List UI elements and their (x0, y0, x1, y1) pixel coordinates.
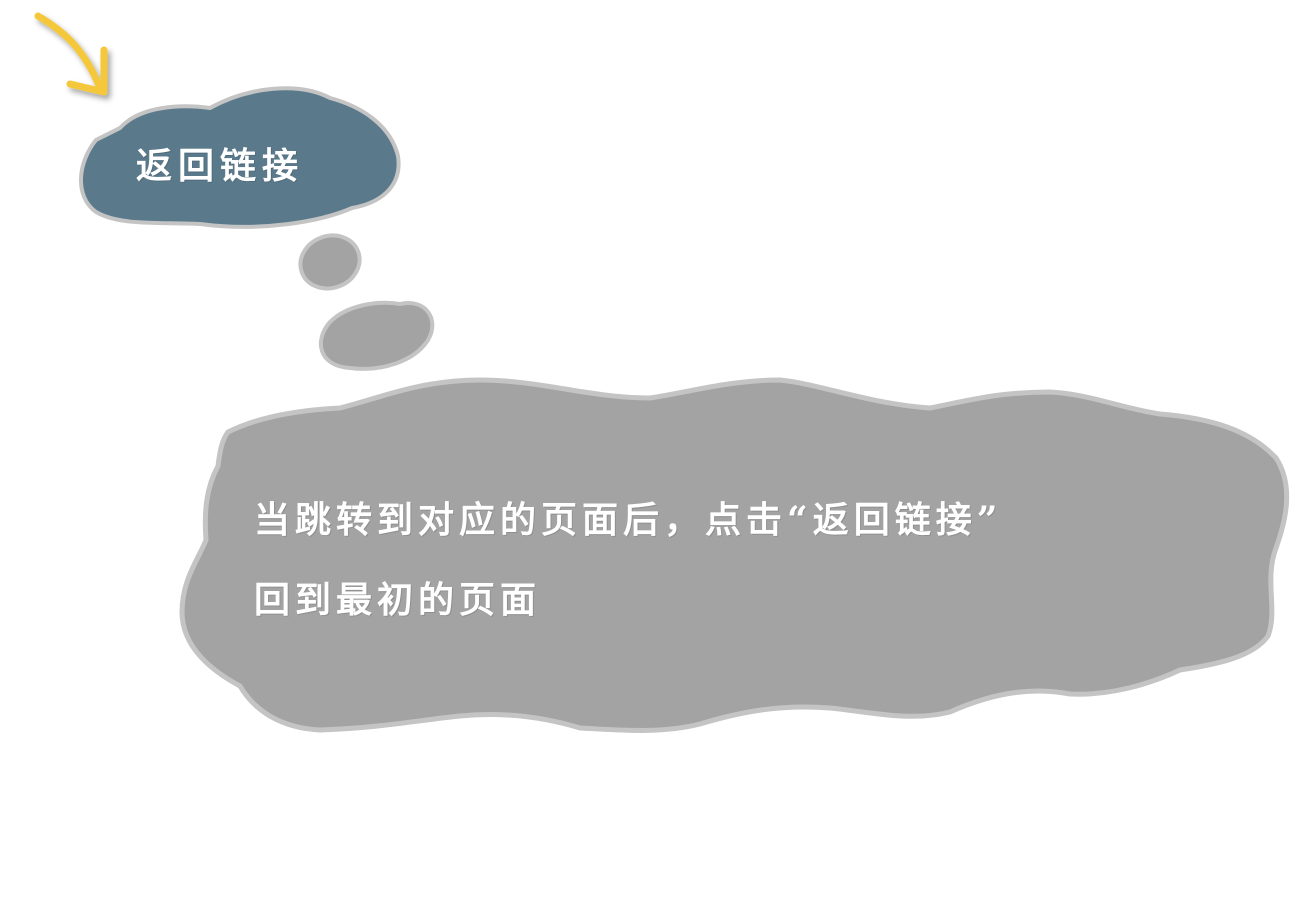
description-line-1: 当跳转到对应的页面后，点击“返回链接” (254, 499, 1003, 541)
curved-arrow-icon (34, 12, 108, 96)
return-link-title: 返回链接 (136, 145, 305, 187)
description-text: 当跳转到对应的页面后，点击“返回链接” 回到最初的页面 (254, 480, 1214, 640)
small-thought-bubble (298, 233, 362, 291)
title-cloud (79, 86, 401, 229)
medium-thought-bubble (318, 300, 435, 371)
description-cloud (179, 377, 1290, 733)
description-line-2: 回到最初的页面 (254, 579, 542, 621)
